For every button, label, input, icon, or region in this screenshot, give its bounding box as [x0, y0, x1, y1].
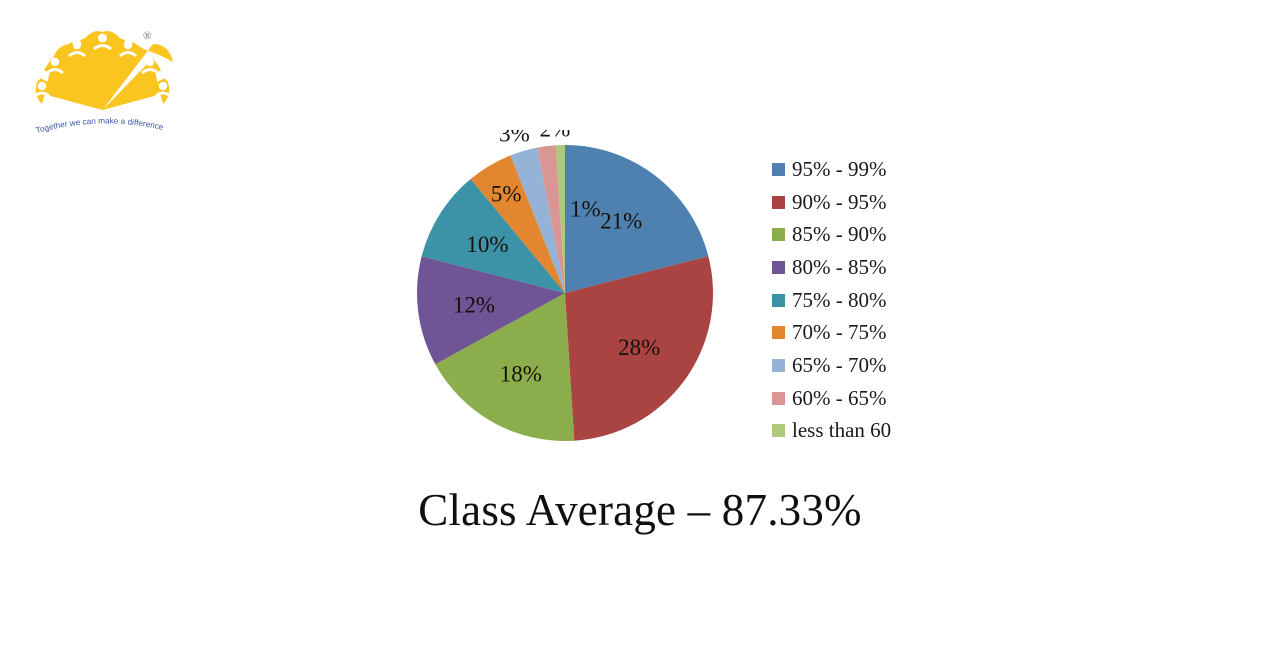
- pie-slice[interactable]: [510, 147, 565, 293]
- legend-item[interactable]: 80% - 85%: [772, 251, 962, 284]
- legend-item-label: 85% - 90%: [792, 222, 887, 247]
- legend-item[interactable]: 75% - 80%: [772, 284, 962, 317]
- legend-item[interactable]: 65% - 70%: [772, 349, 962, 382]
- legend-item[interactable]: 70% - 75%: [772, 316, 962, 349]
- pie-data-label: 28%: [618, 335, 660, 360]
- legend-item-label: 75% - 80%: [792, 287, 887, 312]
- pie-chart-svg: 21% 28% 18% 12% 10% 5% 3% 2% 1%: [417, 130, 714, 442]
- pie-data-label: 2%: [540, 130, 571, 141]
- legend-item-label: 95% - 99%: [792, 156, 887, 181]
- legend-item[interactable]: 60% - 65%: [772, 382, 962, 415]
- legend-item-label: 80% - 85%: [792, 254, 887, 279]
- pie-data-label: 10%: [466, 232, 508, 257]
- pie-slice[interactable]: [417, 256, 565, 365]
- legend-item-label: 60% - 65%: [792, 385, 887, 410]
- pie-slice[interactable]: [470, 155, 565, 293]
- pie-slice[interactable]: [565, 256, 714, 441]
- legend-item-label: 90% - 95%: [792, 189, 887, 214]
- legend-swatch-icon: [772, 162, 785, 176]
- legend-swatch-icon: [772, 293, 785, 307]
- pie-slice[interactable]: [421, 178, 565, 293]
- chart-title: Class Average – 87.33%: [418, 485, 862, 535]
- pie-slice[interactable]: [565, 145, 709, 293]
- legend-item-label: 70% - 75%: [792, 320, 887, 345]
- legend-swatch-icon: [772, 228, 785, 242]
- legend-swatch-icon: [772, 260, 785, 274]
- pie-slice[interactable]: [555, 145, 565, 293]
- pie-data-label: 12%: [453, 293, 495, 318]
- legend-swatch-icon: [772, 358, 785, 372]
- legend-item[interactable]: 85% - 90%: [772, 218, 962, 251]
- pie-chart: 21% 28% 18% 12% 10% 5% 3% 2% 1%: [400, 130, 730, 460]
- pie-data-label: 21%: [600, 209, 642, 234]
- legend-swatch-icon: [772, 424, 785, 438]
- svg-text:Together we can make a differe: Together we can make a difference: [35, 116, 165, 135]
- legend-item[interactable]: 95% - 99%: [772, 153, 962, 186]
- pie-data-label: 1%: [570, 197, 601, 222]
- legend-item-label: less than 60: [792, 418, 892, 443]
- pie-data-label-group: 21% 28% 18% 12% 10% 5% 3% 2% 1%: [453, 130, 660, 386]
- logo-tagline-text: Together we can make a difference: [35, 116, 165, 135]
- pie-data-label: 3%: [499, 130, 530, 147]
- organization-logo: ® Together we can make a difference: [30, 18, 175, 138]
- legend-swatch-icon: [772, 195, 785, 209]
- registered-trademark-icon: ®: [143, 30, 152, 42]
- legend-swatch-icon: [772, 391, 785, 405]
- pie-slice[interactable]: [435, 293, 575, 442]
- pie-slice-group: [417, 145, 714, 442]
- sunburst-logo-icon: [34, 31, 173, 110]
- legend-item[interactable]: 90% - 95%: [772, 186, 962, 219]
- legend-swatch-icon: [772, 326, 785, 340]
- pie-data-label: 18%: [500, 361, 542, 386]
- pie-data-label: 5%: [491, 182, 522, 207]
- legend-item[interactable]: less than 60: [772, 415, 962, 448]
- logo-tagline: Together we can make a difference: [35, 116, 165, 135]
- legend-item-label: 65% - 70%: [792, 352, 887, 377]
- pie-slice[interactable]: [537, 145, 565, 293]
- chart-legend: 95% - 99% 90% - 95% 85% - 90% 80% - 85% 75% …: [772, 153, 962, 447]
